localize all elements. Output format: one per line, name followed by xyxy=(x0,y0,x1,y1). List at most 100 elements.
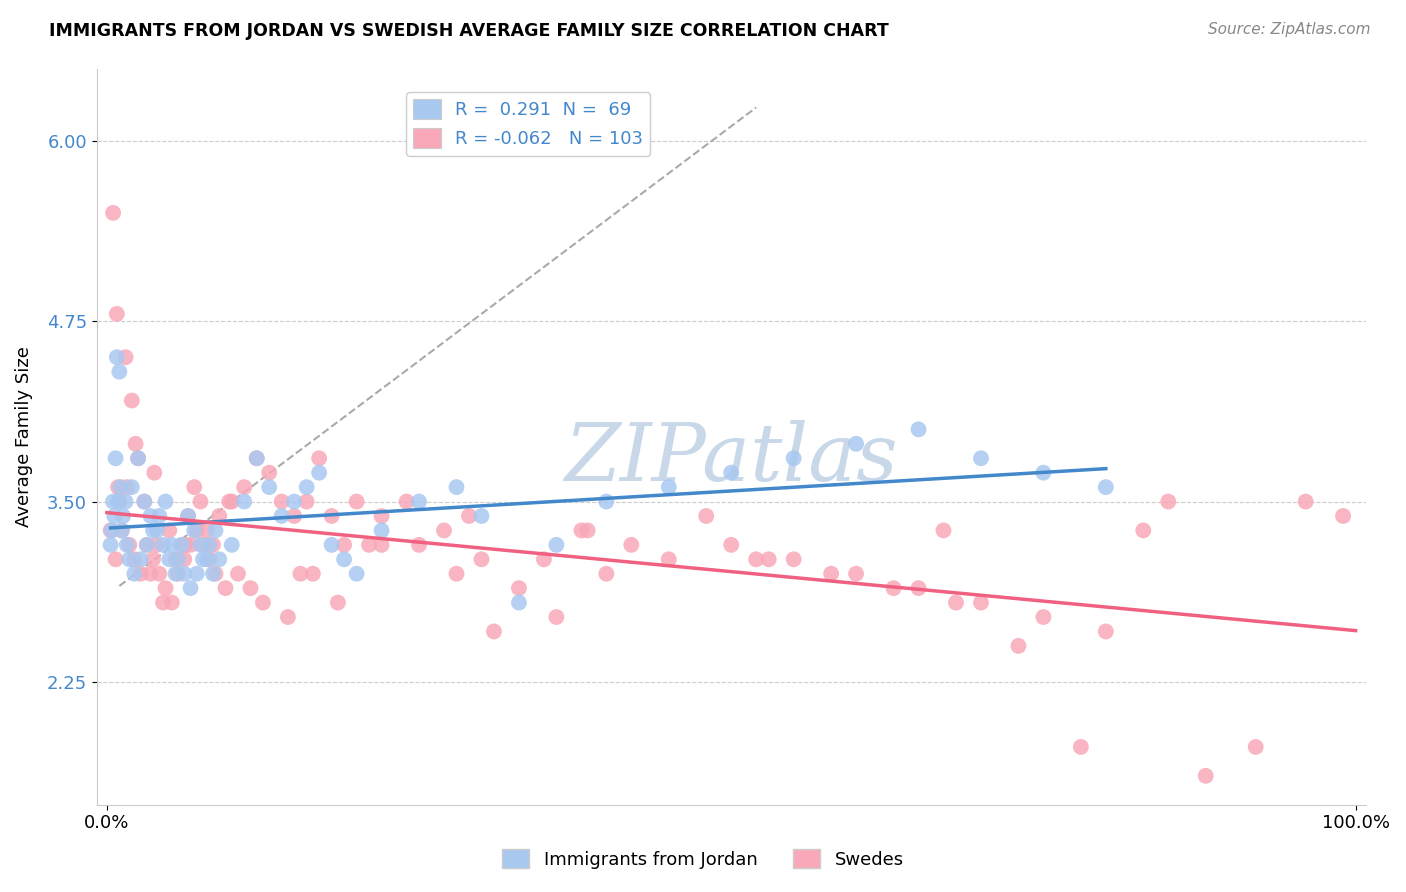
Point xyxy=(845,566,868,581)
Point xyxy=(408,538,430,552)
Point xyxy=(111,524,134,538)
Point xyxy=(1007,639,1029,653)
Point xyxy=(167,552,190,566)
Point xyxy=(108,494,131,508)
Point xyxy=(186,566,208,581)
Point xyxy=(115,538,138,552)
Point xyxy=(115,480,138,494)
Point xyxy=(295,494,318,508)
Point xyxy=(277,610,299,624)
Point xyxy=(183,524,205,538)
Point xyxy=(346,494,368,508)
Point xyxy=(124,437,146,451)
Point xyxy=(127,451,149,466)
Point xyxy=(111,524,134,538)
Point xyxy=(170,538,193,552)
Point xyxy=(146,538,169,552)
Point xyxy=(326,596,349,610)
Point xyxy=(1331,508,1354,523)
Point xyxy=(177,508,200,523)
Point xyxy=(191,552,214,566)
Point xyxy=(124,552,146,566)
Point xyxy=(233,480,256,494)
Text: IMMIGRANTS FROM JORDAN VS SWEDISH AVERAGE FAMILY SIZE CORRELATION CHART: IMMIGRANTS FROM JORDAN VS SWEDISH AVERAG… xyxy=(49,22,889,40)
Point xyxy=(183,480,205,494)
Point xyxy=(186,524,208,538)
Point xyxy=(208,508,231,523)
Point xyxy=(932,524,955,538)
Point xyxy=(142,524,165,538)
Point xyxy=(370,524,392,538)
Point xyxy=(945,596,967,610)
Point xyxy=(135,538,157,552)
Point xyxy=(359,538,381,552)
Point xyxy=(105,307,128,321)
Point xyxy=(470,508,492,523)
Text: ZIPatlas: ZIPatlas xyxy=(564,420,898,498)
Legend: Immigrants from Jordan, Swedes: Immigrants from Jordan, Swedes xyxy=(495,841,911,876)
Point xyxy=(134,494,156,508)
Point xyxy=(595,566,617,581)
Point xyxy=(283,508,305,523)
Point xyxy=(1095,624,1118,639)
Point xyxy=(907,422,929,436)
Point xyxy=(458,508,481,523)
Point xyxy=(127,451,149,466)
Point xyxy=(433,524,456,538)
Point xyxy=(333,552,356,566)
Point xyxy=(143,466,166,480)
Point xyxy=(1157,494,1180,508)
Point xyxy=(820,566,842,581)
Point xyxy=(101,206,124,220)
Point xyxy=(204,524,226,538)
Point xyxy=(191,538,214,552)
Point xyxy=(1070,739,1092,754)
Point xyxy=(198,538,221,552)
Point xyxy=(533,552,555,566)
Point xyxy=(576,524,599,538)
Point xyxy=(446,566,468,581)
Point xyxy=(173,552,195,566)
Point xyxy=(104,451,127,466)
Point xyxy=(595,494,617,508)
Point xyxy=(845,437,868,451)
Point xyxy=(165,566,187,581)
Point xyxy=(308,451,330,466)
Point xyxy=(195,552,218,566)
Point xyxy=(1032,610,1054,624)
Point xyxy=(1195,769,1218,783)
Point xyxy=(620,538,643,552)
Point xyxy=(883,581,905,595)
Point xyxy=(110,480,132,494)
Point xyxy=(569,524,592,538)
Legend: R =  0.291  N =  69, R = -0.062   N = 103: R = 0.291 N = 69, R = -0.062 N = 103 xyxy=(406,92,650,155)
Point xyxy=(107,480,129,494)
Point xyxy=(1032,466,1054,480)
Point xyxy=(124,566,146,581)
Point xyxy=(139,566,162,581)
Point xyxy=(214,581,236,595)
Point xyxy=(180,538,202,552)
Point xyxy=(546,610,568,624)
Point xyxy=(446,480,468,494)
Point xyxy=(121,393,143,408)
Point xyxy=(208,552,231,566)
Point xyxy=(167,566,190,581)
Point xyxy=(270,508,292,523)
Point xyxy=(508,596,530,610)
Point xyxy=(174,538,197,552)
Point xyxy=(152,538,174,552)
Point xyxy=(758,552,780,566)
Point xyxy=(233,494,256,508)
Point xyxy=(100,524,122,538)
Point xyxy=(157,524,180,538)
Point xyxy=(221,494,243,508)
Point xyxy=(482,624,505,639)
Point xyxy=(270,494,292,508)
Point xyxy=(100,538,122,552)
Point xyxy=(218,494,240,508)
Point xyxy=(295,480,318,494)
Point xyxy=(321,538,343,552)
Point xyxy=(139,508,162,523)
Point xyxy=(1295,494,1317,508)
